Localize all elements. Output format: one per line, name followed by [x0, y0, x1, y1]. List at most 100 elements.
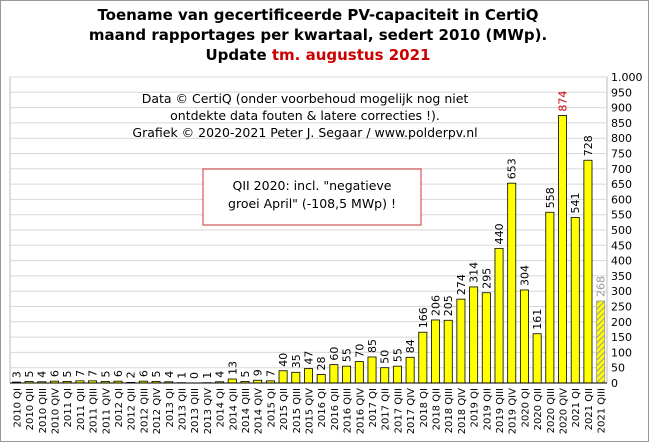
x-tick-label: 2010 QI: [12, 388, 23, 427]
x-tick-label: 2011 QI: [63, 388, 74, 427]
note: ontdekte data fouten & latere correcties…: [170, 108, 440, 123]
value-label: 295: [480, 268, 493, 289]
y-tick-label: 300: [611, 285, 632, 298]
value-label: 5: [239, 370, 252, 377]
value-label: 5: [150, 370, 163, 377]
x-tick-label: 2014 QIV: [254, 388, 265, 434]
value-label: 6: [137, 370, 150, 377]
title-line: maand rapportages per kwartaal, sedert 2…: [89, 26, 547, 44]
x-tick-label: 2018 QIV: [457, 388, 468, 434]
bar: [405, 356, 415, 384]
update-prefix: Update: [206, 46, 267, 64]
value-label: 3: [10, 371, 23, 378]
x-tick-label: 2017 QI: [368, 388, 379, 427]
y-tick-label: 900: [611, 102, 632, 115]
bar: [469, 286, 479, 384]
y-tick-label: 700: [611, 163, 632, 176]
bar: [532, 333, 542, 384]
bar: [227, 378, 237, 384]
x-tick-label: 2011 QIII: [89, 388, 100, 433]
value-label: 40: [277, 353, 290, 367]
x-tick-label: 2010 QII: [25, 388, 36, 430]
value-label: 440: [493, 223, 506, 244]
value-label: 874: [557, 91, 570, 112]
bar: [304, 368, 313, 384]
y-tick-label: 0: [611, 377, 618, 390]
x-tick-label: 2015 QI: [266, 388, 277, 427]
title-line: Toename van gecertificeerde PV-capacitei…: [97, 6, 538, 24]
value-label: 85: [366, 339, 379, 353]
bar: [367, 356, 377, 384]
x-tick-label: 2020 QI: [520, 388, 531, 427]
x-tick-label: 2017 QIV: [406, 388, 417, 434]
x-tick-label: 2020 QII: [533, 388, 544, 430]
value-label: 13: [226, 361, 239, 375]
value-label: 4: [214, 371, 227, 378]
plot: 0501001502002503003504004505005506006507…: [9, 71, 643, 434]
value-label: 1: [175, 372, 188, 379]
bar: [519, 289, 529, 384]
value-label: 314: [468, 262, 481, 283]
value-label: 28: [315, 356, 328, 370]
value-label: 4: [163, 371, 176, 378]
x-tick-label: 2017 QII: [381, 388, 392, 430]
x-tick-label: 2011 QIV: [101, 388, 112, 434]
x-tick-label: 2013 QIII: [190, 388, 201, 433]
bar: [545, 211, 555, 384]
value-label: 166: [417, 307, 430, 328]
value-label: 50: [379, 350, 392, 364]
x-tick-label: 2019 QIV: [508, 388, 519, 434]
value-label: 6: [48, 370, 61, 377]
x-tick-label: 2020 QIV: [559, 388, 570, 434]
value-label: 728: [582, 135, 595, 156]
y-tick-label: 100: [611, 346, 632, 359]
bar: [342, 365, 352, 384]
x-tick-label: 2010 QIV: [50, 388, 61, 434]
y-tick-label: 650: [611, 178, 632, 191]
value-label: 1: [201, 372, 214, 379]
value-label: 653: [506, 158, 519, 179]
value-label: 5: [23, 370, 36, 377]
bar: [507, 182, 517, 384]
box-note: QII 2020: incl. "negatieve: [233, 178, 392, 193]
bar: [392, 365, 402, 384]
y-tick-label: 600: [611, 193, 632, 206]
value-label: 0: [188, 372, 201, 379]
x-tick-label: 2021 QI: [571, 388, 582, 427]
bar: [316, 374, 326, 384]
value-label: 541: [569, 192, 582, 213]
value-label: 55: [391, 348, 404, 362]
value-label: 558: [544, 187, 557, 208]
bar: [418, 331, 428, 384]
x-tick-label: 2010 QIII: [38, 388, 49, 433]
value-label: 205: [442, 295, 455, 316]
bar: [329, 364, 339, 384]
bar: [291, 371, 301, 384]
bar: [558, 115, 568, 384]
box-note: groei April" (-108,5 MWp) !: [228, 196, 396, 211]
note: Data © CertiQ (onder voorbehoud mogelijk…: [142, 91, 469, 106]
value-label: 206: [430, 295, 443, 316]
y-tick-label: 750: [611, 148, 632, 161]
bar: [583, 159, 593, 384]
y-tick-label: 1.000: [611, 71, 643, 84]
y-tick-label: 850: [611, 117, 632, 130]
y-tick-label: 350: [611, 270, 632, 283]
x-tick-label: 2012 QII: [127, 388, 138, 430]
y-tick-label: 800: [611, 132, 632, 145]
value-label: 47: [303, 351, 316, 365]
x-tick-label: 2018 QII: [432, 388, 443, 430]
x-tick-label: 2014 QI: [216, 388, 227, 427]
bar: [443, 319, 453, 384]
x-tick-label: 2014 QII: [228, 388, 239, 430]
value-label: 268: [595, 276, 608, 297]
value-label: 274: [455, 274, 468, 295]
x-tick-label: 2019 QI: [470, 388, 481, 427]
y-tick-label: 400: [611, 255, 632, 268]
x-tick-label: 2015 QII: [279, 388, 290, 430]
bar: [354, 361, 364, 384]
value-label: 55: [341, 348, 354, 362]
x-tick-label: 2015 QIV: [305, 388, 316, 434]
x-tick-label: 2016 QI: [317, 388, 328, 427]
x-tick-label: 2019 QII: [482, 388, 493, 430]
